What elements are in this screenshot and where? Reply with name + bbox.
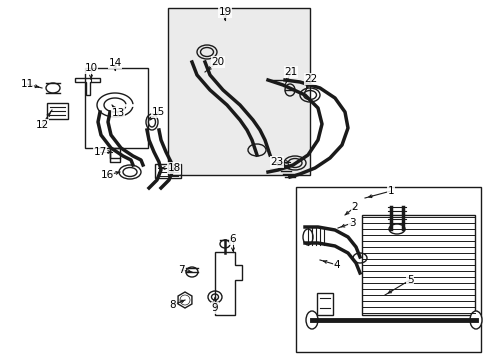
- Text: 23: 23: [270, 157, 283, 167]
- Bar: [295, 187, 480, 352]
- Text: 16: 16: [100, 170, 113, 180]
- Bar: [110, 148, 120, 162]
- Text: 6: 6: [229, 234, 236, 244]
- Bar: [316, 293, 332, 315]
- Text: 15: 15: [151, 107, 164, 117]
- Bar: [155, 164, 181, 178]
- Text: 13: 13: [111, 108, 124, 118]
- Text: 8: 8: [169, 300, 176, 310]
- Text: 9: 9: [211, 303, 218, 313]
- Text: 17: 17: [93, 147, 106, 157]
- Text: 7: 7: [177, 265, 184, 275]
- Bar: [47, 103, 68, 119]
- Bar: [168, 8, 309, 175]
- Text: 21: 21: [284, 67, 297, 77]
- Text: 2: 2: [351, 202, 358, 212]
- Ellipse shape: [148, 117, 155, 127]
- Text: 11: 11: [20, 79, 34, 89]
- Text: 20: 20: [211, 57, 224, 67]
- Bar: [85, 68, 148, 148]
- Ellipse shape: [305, 311, 317, 329]
- Text: 1: 1: [387, 186, 393, 196]
- Ellipse shape: [469, 311, 481, 329]
- Text: 3: 3: [348, 218, 355, 228]
- Text: 4: 4: [333, 260, 340, 270]
- Text: 10: 10: [84, 63, 98, 73]
- Text: 5: 5: [406, 275, 412, 285]
- Text: 18: 18: [167, 163, 180, 173]
- Text: 22: 22: [304, 74, 317, 84]
- Text: 14: 14: [108, 58, 122, 68]
- Bar: [361, 215, 474, 315]
- Text: 12: 12: [35, 120, 48, 130]
- Text: 19: 19: [218, 7, 231, 17]
